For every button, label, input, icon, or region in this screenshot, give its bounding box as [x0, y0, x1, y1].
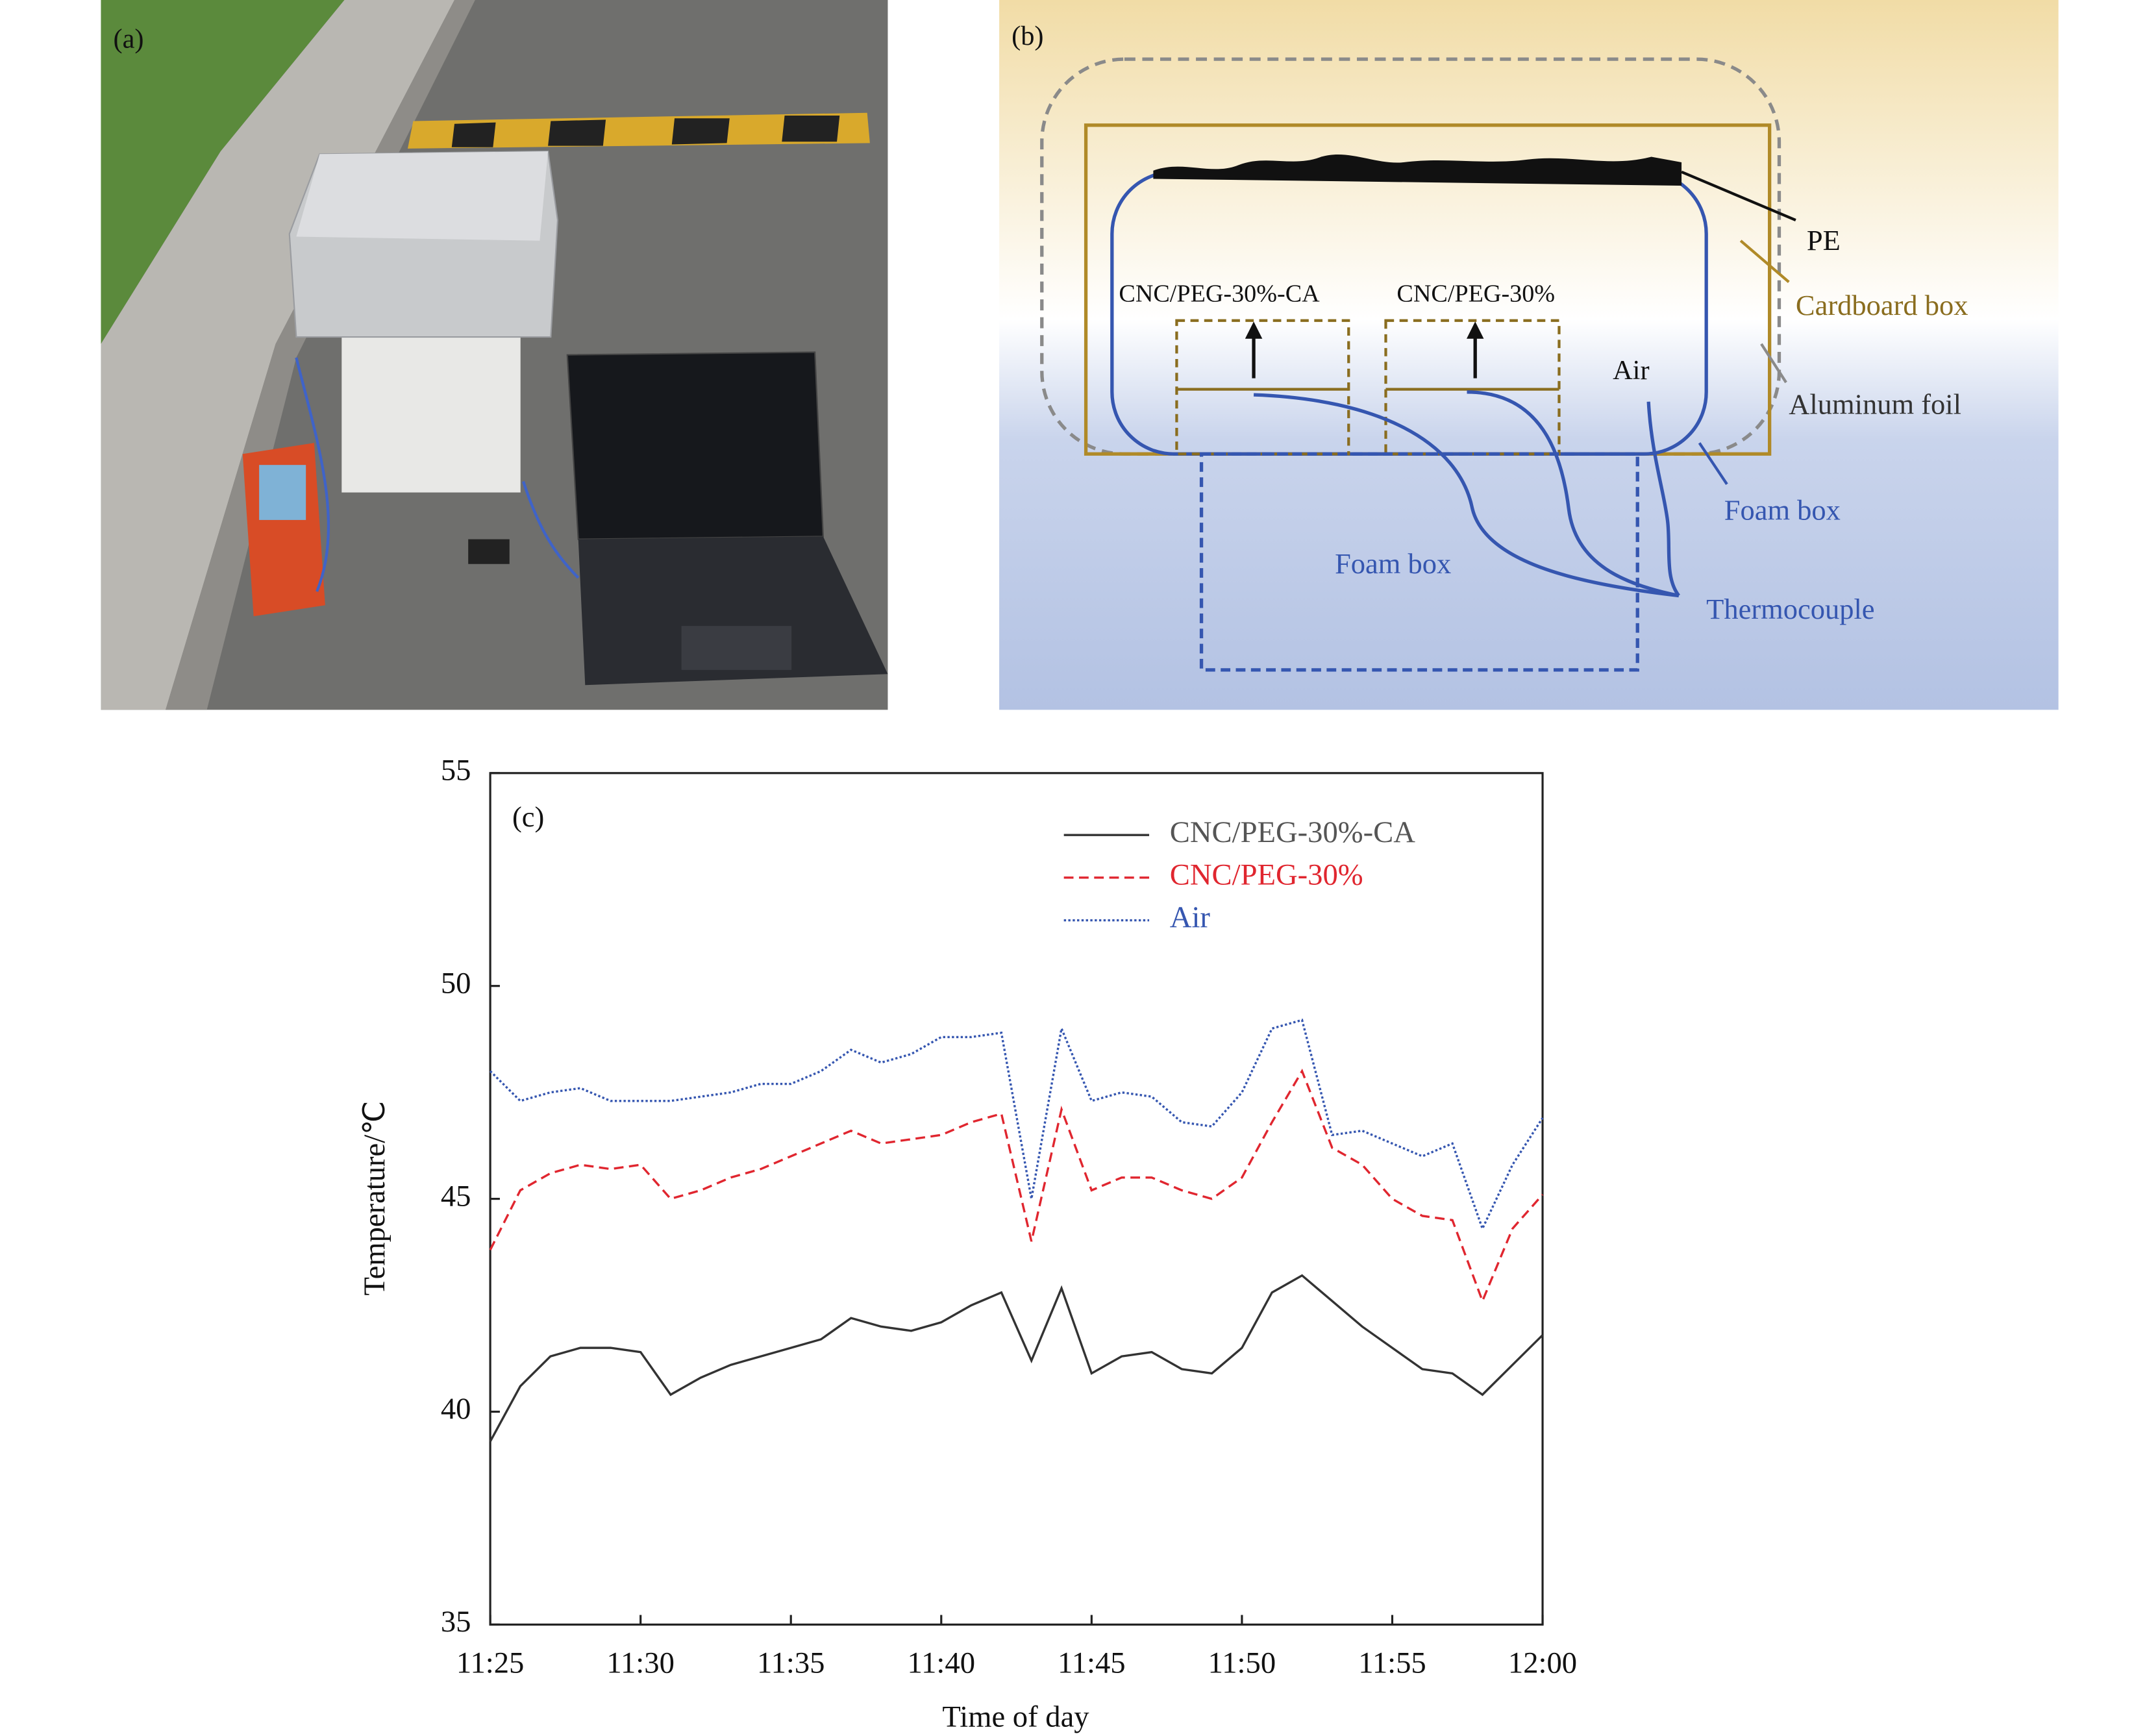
speed-bump [407, 112, 870, 149]
legend-label: Air [1170, 900, 1211, 934]
series-line [489, 1274, 1544, 1443]
foil-top [296, 151, 549, 241]
thermocouple-wire [1253, 393, 1680, 598]
x-tick-label: 12:00 [1508, 1646, 1577, 1680]
diagram-label: CNC/PEG-30%-CA [1119, 280, 1320, 307]
y-tick-label: 55 [441, 754, 471, 787]
leader-line [1739, 240, 1790, 283]
diagram: (b) PE Cardboard box CNC/PEG-30%-CA CNC/… [999, 0, 2059, 710]
outer-foam-box [1199, 452, 1639, 672]
plot-frame [489, 772, 1544, 1626]
diagram-label: CNC/PEG-30% [1396, 280, 1555, 307]
panel-label: (b) [1011, 21, 1043, 51]
thermocouple-wire [1646, 401, 1680, 597]
curb-edge [166, 0, 475, 710]
pe-layer [1153, 154, 1682, 186]
sample-box [1384, 319, 1561, 456]
y-tick-label: 50 [441, 966, 471, 1000]
diagram-label: Cardboard box [1796, 289, 1968, 321]
cables [295, 357, 580, 592]
grass [101, 0, 345, 344]
speed-bump-stripes [451, 115, 840, 147]
laptop-screen [566, 351, 824, 540]
laptop-base [578, 536, 888, 686]
y-tick-label: 35 [441, 1605, 471, 1639]
legend-label: CNC/PEG-30% [1170, 858, 1363, 892]
x-tick-label: 11:40 [908, 1646, 975, 1680]
photo: (a) [101, 0, 888, 710]
panel-label: (a) [114, 23, 144, 54]
leader-line [1760, 343, 1787, 384]
diagram-label: PE [1807, 224, 1841, 256]
x-axis-label: Time of day [942, 1700, 1089, 1733]
leader-line [1698, 442, 1728, 486]
diagram-label: Air [1613, 355, 1649, 386]
y-tick-label: 40 [441, 1392, 471, 1426]
series-line [489, 1068, 1544, 1304]
diagram-label: Foam box [1335, 547, 1451, 580]
sensor [468, 539, 510, 564]
x-tick-label: 11:25 [456, 1646, 524, 1680]
legend-label: CNC/PEG-30%-CA [1170, 815, 1415, 849]
foam-box [341, 327, 521, 493]
diagram-label: Foam box [1724, 494, 1841, 527]
diagram-background [999, 0, 2059, 710]
thermocouple-wire [1467, 390, 1680, 598]
curb [101, 0, 455, 710]
y-tick-label: 45 [441, 1179, 471, 1213]
x-tick-label: 11:55 [1358, 1646, 1426, 1680]
leader-line [1681, 170, 1796, 221]
diagram-label: Thermocouple [1706, 593, 1874, 625]
y-axis-label: Temperature/℃ [358, 1100, 391, 1295]
x-tick-label: 11:45 [1058, 1646, 1125, 1680]
x-tick-label: 11:50 [1208, 1646, 1276, 1680]
series-line [489, 1019, 1544, 1232]
x-tick-label: 11:30 [606, 1646, 674, 1680]
x-tick-label: 11:35 [757, 1646, 825, 1680]
touchpad [681, 626, 792, 670]
chart-annotation: (c) [512, 800, 544, 833]
diagram-label: Aluminum foil [1789, 388, 1961, 420]
logger-screen [259, 465, 306, 520]
